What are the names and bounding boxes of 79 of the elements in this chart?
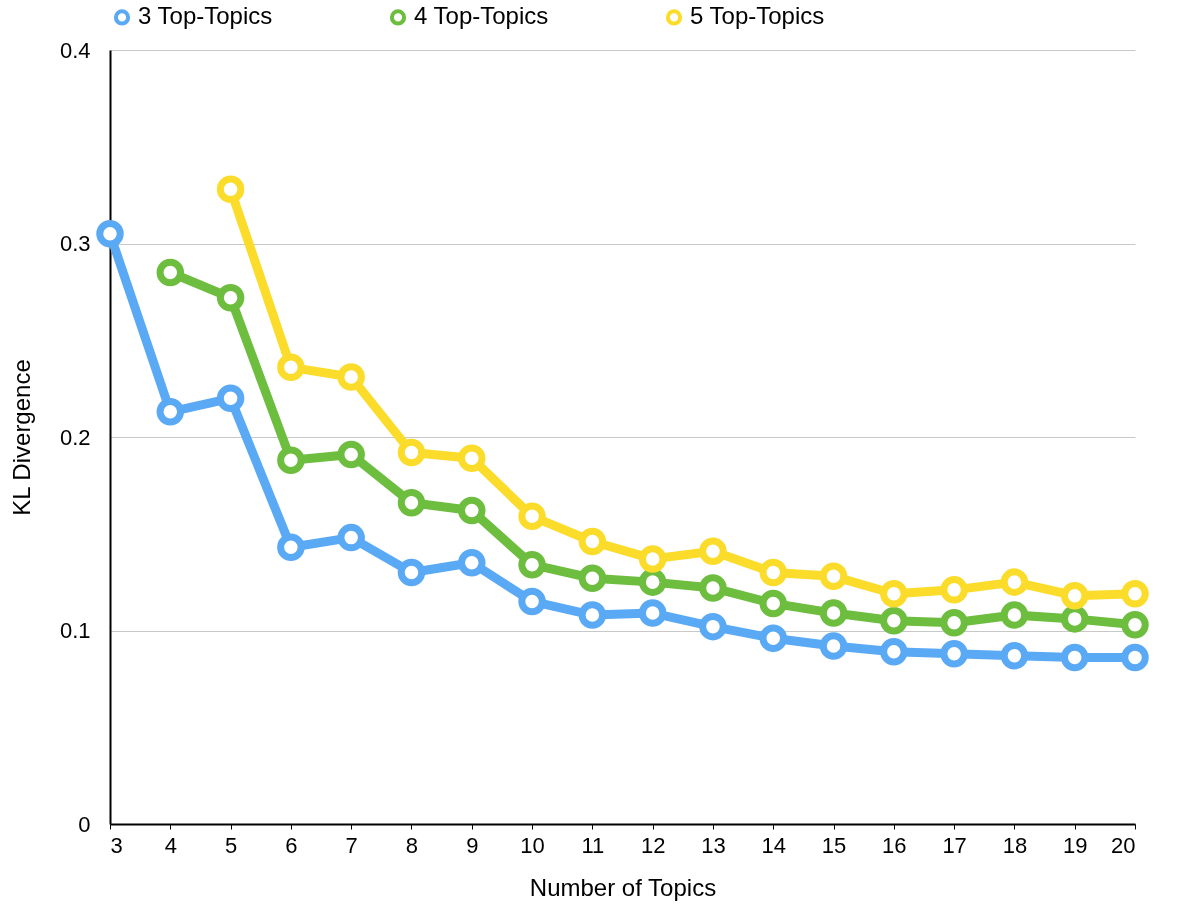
point	[458, 549, 486, 577]
legend-label: 4 Top-Topics	[414, 2, 549, 30]
point	[1060, 643, 1089, 672]
x-tick-label: 19	[1062, 832, 1088, 858]
point	[216, 384, 245, 413]
point	[819, 632, 848, 660]
x-tick-label: 11	[581, 832, 605, 858]
point	[880, 580, 908, 608]
point	[578, 564, 607, 592]
point	[518, 587, 546, 616]
legend-label: 3 Top-Topics	[138, 2, 273, 30]
point	[397, 489, 426, 517]
point	[880, 607, 908, 635]
x-tick-label: 16	[882, 832, 907, 858]
point	[156, 398, 185, 426]
x-tick-label: 17	[942, 832, 967, 858]
point	[1000, 641, 1029, 670]
x-tick-label: 4	[164, 832, 177, 858]
point	[940, 639, 968, 668]
point	[1000, 568, 1029, 596]
x-tick-label: 13	[701, 832, 726, 858]
point	[277, 446, 305, 474]
point	[458, 496, 486, 525]
point	[638, 568, 667, 596]
point	[216, 283, 245, 312]
y-tick-label: 0.1	[59, 618, 91, 643]
y-tick-label: 0	[78, 811, 91, 837]
point	[216, 175, 245, 204]
point	[819, 562, 848, 591]
point	[458, 444, 486, 473]
point	[699, 574, 727, 602]
point	[1121, 610, 1149, 639]
point	[638, 545, 667, 573]
x-tick-label: 8	[405, 832, 419, 858]
point	[1060, 581, 1089, 610]
x-tick-label: 9	[466, 832, 479, 858]
y-tick-label: 0.2	[59, 424, 91, 450]
point	[759, 558, 787, 587]
point	[337, 523, 365, 552]
y-tick-label: 0.4	[59, 37, 91, 63]
point	[96, 220, 124, 248]
y-tick-label: 0.3	[59, 231, 91, 256]
x-tick-label: 18	[1002, 832, 1028, 858]
legend-label: 5 Top-Topics	[690, 2, 825, 30]
point	[1121, 580, 1149, 608]
point	[337, 440, 365, 469]
x-tick-label: 14	[761, 832, 786, 858]
x-tick-label: 20	[1111, 832, 1136, 858]
y-axis-title: KL Divergence	[7, 359, 35, 516]
point	[759, 589, 787, 618]
point	[156, 258, 185, 287]
x-tick-label: 6	[285, 832, 298, 858]
point	[518, 502, 546, 531]
x-tick-label: 3	[110, 832, 123, 858]
point	[397, 558, 426, 587]
point	[638, 599, 667, 627]
point	[699, 537, 727, 565]
point	[578, 601, 607, 629]
point	[940, 576, 968, 604]
x-tick-label: 12	[640, 832, 666, 858]
point	[277, 533, 305, 562]
x-tick-label: 7	[345, 832, 358, 858]
point	[337, 363, 365, 391]
x-tick-label: 15	[821, 832, 847, 858]
point	[819, 599, 848, 627]
x-axis-title: Number of Topics	[529, 873, 717, 901]
point	[518, 550, 546, 579]
x-tick-label: 5	[224, 832, 238, 858]
point	[578, 527, 607, 556]
point	[940, 609, 968, 637]
point	[1000, 601, 1029, 629]
point	[1060, 605, 1089, 633]
point	[699, 612, 727, 641]
point	[397, 438, 426, 467]
x-tick-label: 10	[520, 832, 545, 858]
point	[759, 624, 787, 652]
point	[880, 638, 908, 666]
point	[1121, 643, 1149, 672]
point	[277, 353, 305, 382]
